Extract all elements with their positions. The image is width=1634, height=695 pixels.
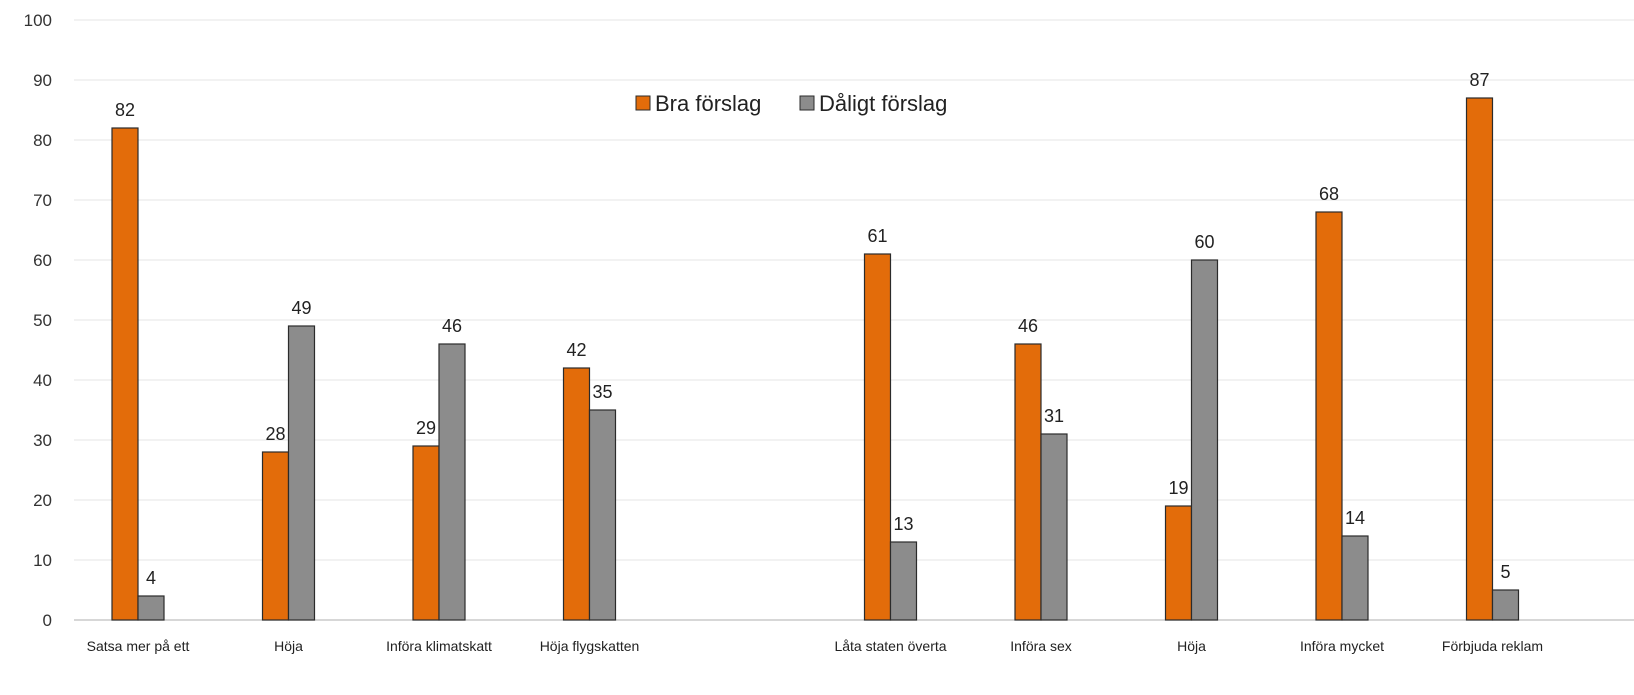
data-label: 42 xyxy=(566,340,586,360)
gridlines xyxy=(74,19,1634,561)
y-tick-label: 80 xyxy=(33,131,52,150)
bar-daligt xyxy=(1491,589,1520,621)
category-label: Införa sex xyxy=(1010,638,1071,654)
y-tick-label: 10 xyxy=(33,551,52,570)
data-label: 29 xyxy=(416,418,436,438)
bar-daligt xyxy=(137,595,165,621)
y-tick-label: 40 xyxy=(33,371,52,390)
data-label: 87 xyxy=(1469,70,1489,90)
data-label: 4 xyxy=(146,568,156,588)
bar-bra xyxy=(1465,97,1494,621)
bar-bra xyxy=(111,127,139,621)
bar-bra xyxy=(1315,211,1343,621)
data-label: 46 xyxy=(1018,316,1038,336)
category-label: Förbjuda reklam xyxy=(1442,638,1543,654)
data-label: 28 xyxy=(265,424,285,444)
data-label: 13 xyxy=(893,514,913,534)
category-label: Höja xyxy=(274,638,303,654)
legend: Bra förslag Dåligt förslag xyxy=(635,91,947,116)
data-label: 60 xyxy=(1194,232,1214,252)
y-tick-label: 50 xyxy=(33,311,52,330)
y-axis-tick-labels: 0 10 20 30 40 50 60 70 80 90 100 xyxy=(24,11,52,630)
data-label: 61 xyxy=(867,226,887,246)
bars xyxy=(111,97,1520,621)
category-label: Införa mycket xyxy=(1300,638,1384,654)
bar-daligt xyxy=(1190,259,1219,621)
bar-bra xyxy=(1014,343,1042,621)
y-tick-label: 90 xyxy=(33,71,52,90)
legend-label-bra: Bra förslag xyxy=(655,91,761,116)
bar-daligt xyxy=(1341,535,1369,621)
category-label: Höja xyxy=(1177,638,1206,654)
data-label: 46 xyxy=(442,316,462,336)
data-label: 68 xyxy=(1319,184,1339,204)
y-tick-label: 20 xyxy=(33,491,52,510)
bar-bra xyxy=(1164,505,1193,621)
bar-daligt xyxy=(1040,433,1068,621)
bar-daligt xyxy=(889,541,918,621)
data-label: 82 xyxy=(115,100,135,120)
category-label: Satsa mer på ett xyxy=(87,638,190,654)
data-label: 49 xyxy=(291,298,311,318)
bar-bra xyxy=(261,451,290,621)
category-labels: Satsa mer på ett Höja Införa klimatskatt Hö… xyxy=(87,638,1543,654)
bar-bra xyxy=(412,445,440,621)
data-labels: 82 4 28 49 29 46 42 35 61 13 46 31 19 60 68 14 87 5 xyxy=(115,70,1511,588)
data-label: 35 xyxy=(592,382,612,402)
data-label: 31 xyxy=(1044,406,1064,426)
data-label: 5 xyxy=(1500,562,1510,582)
bar-daligt xyxy=(287,325,316,621)
bar-bra xyxy=(562,367,591,621)
data-label: 14 xyxy=(1345,508,1365,528)
bar-daligt xyxy=(438,343,466,621)
legend-swatch-daligt xyxy=(799,95,815,111)
y-tick-label: 100 xyxy=(24,11,52,30)
legend-label-daligt: Dåligt förslag xyxy=(819,91,947,116)
bar-daligt xyxy=(588,409,617,621)
category-label: Införa klimatskatt xyxy=(386,638,492,654)
y-tick-label: 70 xyxy=(33,191,52,210)
y-tick-label: 60 xyxy=(33,251,52,270)
y-tick-label: 30 xyxy=(33,431,52,450)
legend-swatch-bra xyxy=(635,95,651,111)
data-label: 19 xyxy=(1168,478,1188,498)
bar-bra xyxy=(863,253,892,621)
y-tick-label: 0 xyxy=(43,611,52,630)
category-label: Höja flygskatten xyxy=(540,638,640,654)
category-label: Låta staten överta xyxy=(834,638,946,654)
